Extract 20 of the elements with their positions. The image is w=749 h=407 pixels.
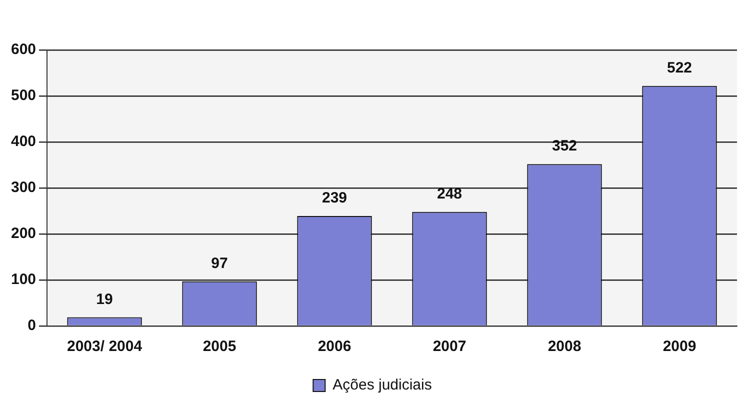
data-label: 239 (322, 190, 348, 207)
x-tick-label: 2006 (318, 338, 352, 356)
x-tick-label: 2007 (432, 338, 466, 356)
y-tick-label: 600 (10, 41, 36, 58)
legend-label: Ações judiciais (332, 376, 432, 394)
y-tick-label: 100 (10, 271, 36, 288)
data-label: 352 (552, 138, 578, 155)
y-tick-label: 300 (10, 179, 36, 196)
data-label: 248 (436, 186, 462, 203)
data-label: 97 (211, 255, 228, 272)
x-tick-label: 2008 (548, 338, 582, 356)
x-tick-label: 2003/ 2004 (66, 338, 143, 356)
y-tick-label: 400 (10, 133, 36, 150)
data-label: 19 (96, 290, 113, 308)
y-tick-label: 200 (10, 225, 36, 242)
y-tick-label: 0 (28, 317, 36, 334)
x-tick-label: 2009 (662, 338, 696, 356)
y-tick-label: 500 (10, 87, 36, 104)
x-tick-label: 2005 (202, 338, 236, 356)
data-label: 522 (666, 60, 692, 77)
